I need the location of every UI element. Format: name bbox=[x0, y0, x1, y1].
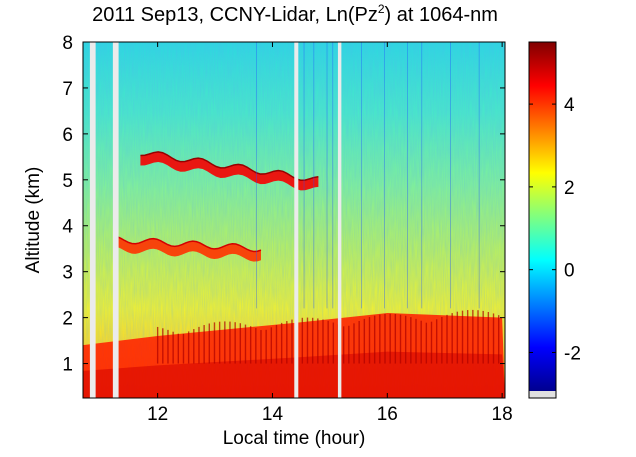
data-gap bbox=[89, 42, 96, 398]
y-tick-label: 8 bbox=[62, 33, 73, 54]
plot-frame bbox=[82, 41, 506, 399]
colorbar-tick-label: 2 bbox=[564, 178, 575, 199]
x-tick-label: 18 bbox=[492, 404, 513, 425]
aerosol-layer-edge bbox=[140, 151, 319, 182]
heatmap-plot-area bbox=[83, 42, 505, 398]
x-tick-label: 14 bbox=[262, 404, 284, 425]
colorbar-nodata-swatch bbox=[529, 391, 556, 398]
data-gap bbox=[294, 42, 299, 398]
colorbar-tick-label: 4 bbox=[564, 95, 575, 116]
x-tick-label: 12 bbox=[147, 404, 168, 425]
y-tick-label: 3 bbox=[62, 263, 73, 284]
boundary-layer-core bbox=[83, 351, 505, 398]
y-tick-label: 7 bbox=[62, 79, 73, 100]
y-tick-label: 2 bbox=[62, 309, 73, 330]
y-tick-label: 4 bbox=[62, 217, 73, 238]
colorbar: -2 0 2 4 bbox=[528, 41, 581, 399]
colorbar-tick-label: 0 bbox=[564, 261, 575, 282]
y-tick-label: 5 bbox=[62, 171, 73, 192]
chart-title: 2011 Sep13, CCNY-Lidar, Ln(Pz2) at 1064-… bbox=[92, 2, 498, 26]
colorbar-tick-label: -2 bbox=[564, 343, 581, 364]
data-gap bbox=[112, 42, 119, 398]
colorbar-gradient bbox=[529, 42, 556, 391]
x-tick-label: 16 bbox=[377, 404, 398, 425]
y-tick-label: 1 bbox=[62, 355, 73, 376]
x-axis-label: Local time (hour) bbox=[222, 428, 366, 449]
y-axis-label: Altitude (km) bbox=[23, 166, 44, 274]
aerosol-layer-edge bbox=[117, 236, 262, 253]
colorbar-frame bbox=[528, 41, 557, 399]
data-gap bbox=[337, 42, 342, 398]
y-tick-label: 6 bbox=[62, 125, 73, 146]
aerosol-layer bbox=[117, 236, 261, 262]
